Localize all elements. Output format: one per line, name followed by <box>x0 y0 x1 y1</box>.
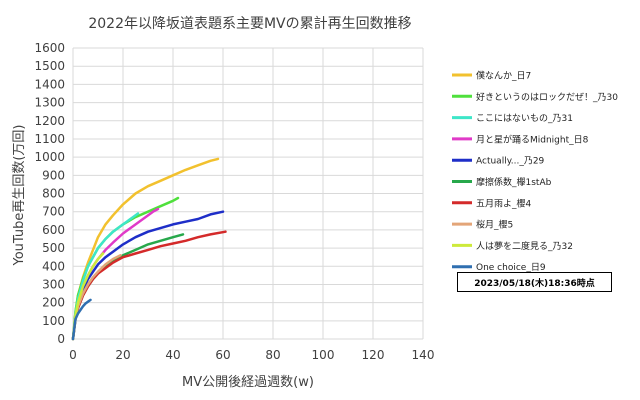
y-tick-label: 1500 <box>34 59 65 73</box>
legend-item-label: One choice_日9 <box>476 262 546 273</box>
x-tick-label: 140 <box>412 348 435 362</box>
x-tick-label: 80 <box>265 348 280 362</box>
legend-item-label: 五月雨よ_櫻4 <box>476 197 532 209</box>
legend-item-label: 人は夢を二度見る_乃32 <box>476 240 573 252</box>
x-axis-label: MV公開後経過週数(w) <box>182 375 314 390</box>
y-tick-label: 1100 <box>34 132 65 146</box>
series-line <box>71 196 180 341</box>
legend-item-label: 月と星が踊るMidnight_日8 <box>476 133 589 145</box>
x-tick-label: 100 <box>312 348 335 362</box>
x-tick-label: 20 <box>115 348 130 362</box>
legend: 僕なんか_日7 好きというのはロックだぜ！_乃30 ここにはないもの_乃31 月と星が… <box>452 70 618 273</box>
y-tick-label: 900 <box>42 168 65 182</box>
series-line <box>71 157 220 341</box>
y-tick-label: 200 <box>42 296 65 310</box>
timestamp-annotation: 2023/05/18(木)18:36時点 <box>457 272 612 292</box>
y-tick-label: 100 <box>42 314 65 328</box>
x-tick-label: 120 <box>362 348 385 362</box>
y-tick-label: 500 <box>42 241 65 255</box>
x-tick-labels: 0 20 40 60 80 100 120 140 <box>69 348 434 362</box>
y-tick-label: 600 <box>42 223 65 237</box>
y-tick-label: 1200 <box>34 114 65 128</box>
y-tick-label: 0 <box>57 332 65 346</box>
y-tick-label: 800 <box>42 187 65 201</box>
y-tick-label: 400 <box>42 259 65 273</box>
legend-item-label: 好きというのはロックだぜ！_乃30 <box>476 91 618 103</box>
grid <box>72 47 424 340</box>
legend-item-label: ここにはないもの_乃31 <box>476 113 573 124</box>
y-tick-labels: 0 100 200 300 400 500 600 700 800 900 1000 1100 1200… <box>34 41 65 346</box>
x-tick-label: 60 <box>215 348 230 362</box>
legend-item-label: 摩擦係数_欅1stAb <box>476 176 552 188</box>
y-tick-label: 1300 <box>34 96 65 110</box>
series-line <box>71 233 185 341</box>
x-tick-label: 0 <box>69 348 77 362</box>
legend-item-label: Actually..._乃29 <box>476 156 545 167</box>
x-tick-label: 40 <box>165 348 180 362</box>
legend-item-label: 僕なんか_日7 <box>476 70 531 82</box>
y-axis-label: YouTube再生回数(万回) <box>12 124 27 266</box>
legend-item-label: 桜月_櫻5 <box>476 219 513 231</box>
series-line <box>71 252 105 341</box>
y-tick-label: 1400 <box>34 77 65 91</box>
y-tick-label: 1000 <box>34 150 65 164</box>
series-lines <box>71 157 227 341</box>
y-tick-label: 300 <box>42 277 65 291</box>
chart-title: 2022年以降坂道表題系主要MVの累計再生回数推移 <box>88 16 411 32</box>
series-line <box>71 298 92 341</box>
y-tick-label: 700 <box>42 205 65 219</box>
y-tick-label: 1600 <box>34 41 65 55</box>
